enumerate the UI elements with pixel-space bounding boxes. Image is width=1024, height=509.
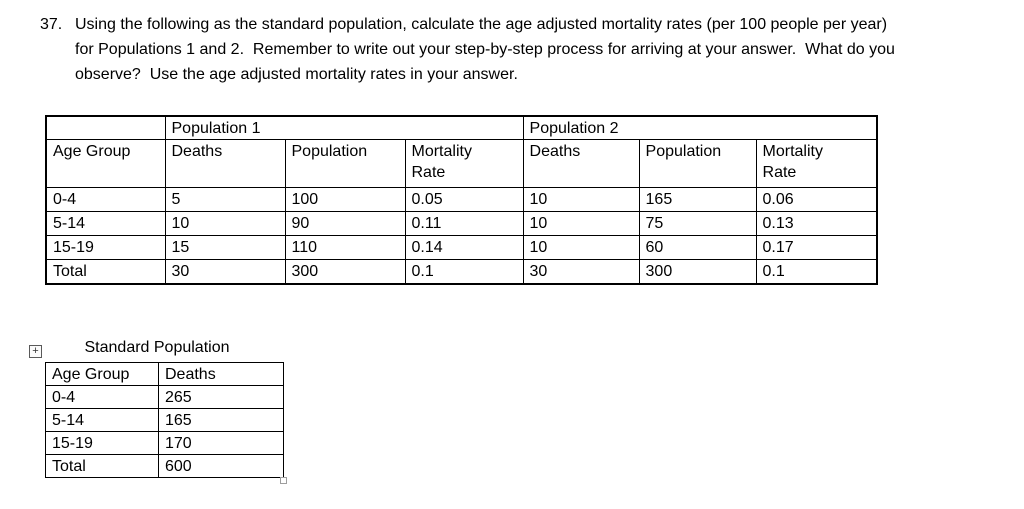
table-row-total: Total 600 (45, 454, 284, 478)
column-header-mortality-rate-label: Mortality Rate (762, 143, 823, 181)
table-header-row: Age Group Deaths Population Mortality Ra… (45, 139, 878, 188)
column-header-age-group: Age Group (45, 362, 159, 386)
column-header-deaths: Deaths (158, 362, 284, 386)
cell-age-group: 0-4 (45, 385, 159, 409)
table-row: 15-19 170 (45, 431, 284, 455)
cell-mortality-rate: 0.13 (755, 211, 878, 236)
column-header-population: Population (638, 139, 757, 188)
cell-mortality-rate: 0.1 (755, 259, 878, 284)
table-row: Population 1 Population 2 (45, 115, 878, 140)
cell-deaths: 15 (164, 235, 286, 260)
standard-population-table: Age Group Deaths 0-4 265 5-14 165 15-19 … (45, 362, 284, 478)
cell-age-group: 15-19 (45, 431, 159, 455)
table-row: 0-4 265 (45, 385, 284, 409)
cell-deaths: 10 (164, 211, 286, 236)
population-2-group-header: Population 2 (522, 115, 878, 140)
cell-deaths: 600 (158, 454, 284, 478)
column-header-deaths: Deaths (164, 139, 286, 188)
table-header-row: Age Group Deaths (45, 362, 284, 386)
cell-population: 300 (638, 259, 757, 284)
standard-population-title: Standard Population (84, 339, 230, 356)
cell-deaths: 5 (164, 187, 286, 212)
cell-population: 60 (638, 235, 757, 260)
cell-mortality-rate: 0.17 (755, 235, 878, 260)
cell-deaths: 165 (158, 408, 284, 432)
column-header-mortality-rate: Mortality Rate (755, 139, 878, 188)
cell-population: 165 (638, 187, 757, 212)
table-move-handle-icon[interactable]: + (29, 345, 42, 358)
column-header-deaths: Deaths (522, 139, 640, 188)
mortality-rates-table: Population 1 Population 2 Age Group Deat… (45, 115, 879, 285)
column-header-population: Population (284, 139, 406, 188)
cell-mortality-rate: 0.05 (404, 187, 524, 212)
column-header-mortality-rate-label: Mortality Rate (411, 143, 472, 181)
cell-age-group: 0-4 (45, 187, 166, 212)
cell-age-group: Total (45, 454, 159, 478)
cell-population: 75 (638, 211, 757, 236)
question-line: Using the following as the standard popu… (75, 16, 888, 33)
table-resize-handle-icon[interactable] (280, 477, 287, 484)
cell-population: 90 (284, 211, 406, 236)
cell-mortality-rate: 0.06 (755, 187, 878, 212)
table-row-total: Total 30 300 0.1 30 300 0.1 (45, 259, 878, 284)
cell-deaths: 30 (522, 259, 640, 284)
cell-deaths: 170 (158, 431, 284, 455)
cell-deaths: 30 (164, 259, 286, 284)
cell-deaths: 265 (158, 385, 284, 409)
population-1-group-header: Population 1 (164, 115, 524, 140)
table-row: 0-4 5 100 0.05 10 165 0.06 (45, 187, 878, 212)
cell-population: 300 (284, 259, 406, 284)
cell-age-group: 5-14 (45, 408, 159, 432)
question-line: observe? Use the age adjusted mortality … (75, 66, 518, 83)
column-header-mortality-rate: Mortality Rate (404, 139, 524, 188)
question-text: Using the following as the standard popu… (75, 12, 895, 87)
cell-mortality-rate: 0.11 (404, 211, 524, 236)
corner-cell (45, 115, 166, 140)
cell-population: 110 (284, 235, 406, 260)
question-number: 37. (40, 16, 63, 33)
cell-mortality-rate: 0.14 (404, 235, 524, 260)
cell-mortality-rate: 0.1 (404, 259, 524, 284)
table-row: 15-19 15 110 0.14 10 60 0.17 (45, 235, 878, 260)
table-row: 5-14 10 90 0.11 10 75 0.13 (45, 211, 878, 236)
question-line: for Populations 1 and 2. Remember to wri… (75, 41, 895, 58)
cell-deaths: 10 (522, 235, 640, 260)
cell-age-group: 15-19 (45, 235, 166, 260)
table-row: 5-14 165 (45, 408, 284, 432)
cell-age-group: 5-14 (45, 211, 166, 236)
cell-deaths: 10 (522, 187, 640, 212)
column-header-age-group: Age Group (45, 139, 166, 188)
cell-population: 100 (284, 187, 406, 212)
cell-deaths: 10 (522, 211, 640, 236)
cell-age-group: Total (45, 259, 166, 284)
plus-icon: + (32, 345, 39, 357)
